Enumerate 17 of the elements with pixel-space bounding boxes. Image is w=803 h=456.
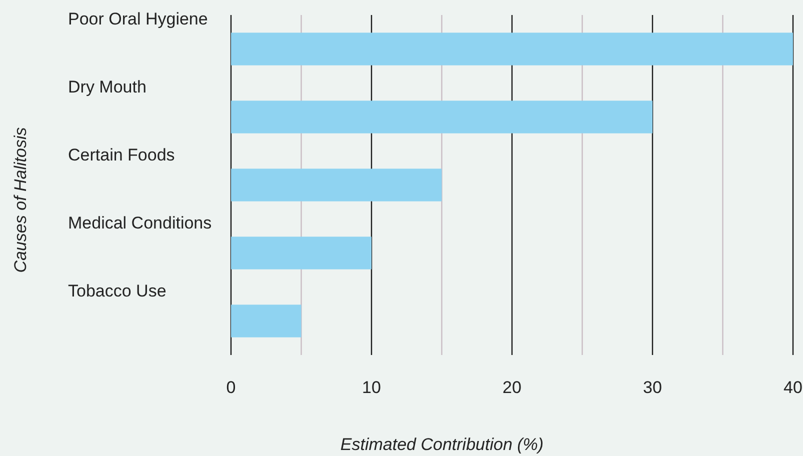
bar — [231, 236, 372, 270]
x-tick-label: 10 — [362, 378, 381, 397]
x-tick-label: 40 — [784, 378, 802, 397]
bar — [231, 32, 793, 66]
y-tick-label: Tobacco Use — [68, 282, 166, 301]
bar — [231, 168, 442, 202]
x-axis-title: Estimated Contribution (%) — [340, 435, 544, 454]
y-axis-title: Causes of Halitosis — [11, 126, 30, 273]
bar — [231, 100, 652, 134]
y-tick-label: Medical Conditions — [68, 214, 212, 233]
bar — [231, 304, 302, 338]
x-tick-label: 0 — [226, 378, 236, 397]
x-tick-label: 30 — [643, 378, 662, 397]
y-tick-label: Certain Foods — [68, 146, 175, 165]
x-tick-label: 20 — [502, 378, 522, 397]
y-tick-label: Poor Oral Hygiene — [68, 10, 208, 29]
y-tick-label: Dry Mouth — [68, 78, 146, 97]
